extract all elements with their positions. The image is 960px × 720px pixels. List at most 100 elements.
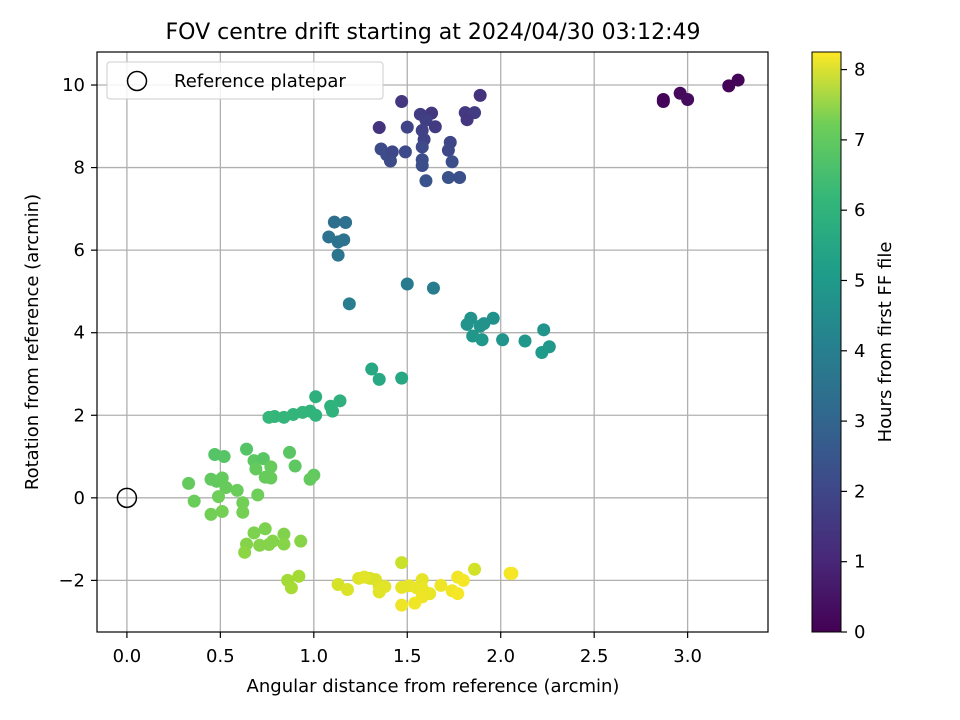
data-point <box>365 362 379 376</box>
data-point <box>340 582 354 596</box>
data-point <box>419 113 433 127</box>
data-point <box>294 534 308 548</box>
colorbar-tick-label: 1 <box>854 552 865 573</box>
data-point <box>395 95 409 109</box>
data-point <box>247 526 261 540</box>
x-tick-label: 3.0 <box>673 646 702 667</box>
data-point <box>331 248 345 262</box>
data-point <box>477 317 491 331</box>
data-point <box>415 140 429 154</box>
colorbar-tick-label: 6 <box>854 200 865 221</box>
y-axis-ticks: −2 0 2 4 6 8 10 <box>58 75 97 591</box>
data-point <box>262 410 276 424</box>
colorbar-tick-label: 8 <box>854 60 865 81</box>
data-point <box>473 88 487 102</box>
y-tick-label: 10 <box>62 75 85 96</box>
data-point <box>339 215 353 229</box>
data-point <box>277 410 291 424</box>
data-point <box>256 452 270 466</box>
data-point <box>238 545 252 559</box>
data-point <box>204 507 218 521</box>
data-point <box>284 581 298 595</box>
data-point <box>217 450 231 464</box>
data-point <box>722 79 736 93</box>
data-point <box>378 580 392 594</box>
data-point <box>398 145 412 159</box>
data-point <box>337 233 351 247</box>
colorbar-tick-label: 0 <box>854 622 865 643</box>
data-point <box>475 333 489 347</box>
legend-marker <box>126 70 148 92</box>
data-point <box>656 92 670 106</box>
reference-platepar-marker <box>116 487 138 509</box>
data-point <box>496 333 510 347</box>
data-point <box>426 281 440 295</box>
colorbar-gradient <box>811 51 842 633</box>
data-point <box>460 113 474 127</box>
data-point <box>236 496 250 510</box>
data-point <box>240 442 254 456</box>
legend-entry: Reference platepar <box>174 71 346 92</box>
colorbar-ticks: 0 1 2 3 4 5 6 7 8 <box>841 60 865 643</box>
data-point <box>415 573 429 587</box>
plot-area-frame <box>96 51 769 633</box>
data-point <box>258 522 272 536</box>
colorbar-tick-label: 7 <box>854 130 865 151</box>
data-point <box>236 505 250 519</box>
x-tick-label: 0.0 <box>113 646 142 667</box>
data-point <box>277 527 291 541</box>
data-point <box>264 460 278 474</box>
data-point <box>428 120 442 134</box>
x-tick-label: 2.0 <box>486 646 515 667</box>
x-tick-label: 1.5 <box>393 646 422 667</box>
data-point <box>383 154 397 168</box>
data-point <box>408 596 422 610</box>
data-point <box>253 538 267 552</box>
data-point <box>249 462 263 476</box>
data-point <box>434 578 448 592</box>
y-tick-label: −2 <box>58 570 85 591</box>
data-point <box>535 346 549 360</box>
data-point <box>372 121 386 135</box>
data-point <box>309 390 323 404</box>
data-point <box>518 334 532 348</box>
data-point <box>445 155 459 169</box>
colorbar: 0 1 2 3 4 5 6 7 8 Hours from first FF file <box>811 51 896 643</box>
y-tick-label: 0 <box>74 488 85 509</box>
y-tick-label: 8 <box>74 158 85 179</box>
data-point <box>415 159 429 173</box>
data-point <box>468 562 482 576</box>
colorbar-tick-label: 5 <box>854 270 865 291</box>
data-point <box>327 215 341 229</box>
data-point <box>219 481 233 495</box>
data-point <box>460 317 474 331</box>
colorbar-tick-label: 2 <box>854 481 865 502</box>
data-point <box>211 490 225 504</box>
data-point <box>230 483 244 497</box>
data-point <box>395 598 409 612</box>
colorbar-tick-label: 4 <box>854 341 865 362</box>
data-point <box>342 297 356 311</box>
legend-box <box>106 61 384 100</box>
data-point <box>303 472 317 486</box>
data-point <box>288 459 302 473</box>
data-point <box>357 570 371 584</box>
data-point <box>400 120 414 134</box>
data-point <box>456 573 470 587</box>
data-point <box>537 323 551 337</box>
data-point <box>395 556 409 570</box>
data-point <box>681 92 695 106</box>
data-point <box>326 404 340 418</box>
data-point <box>372 372 386 386</box>
data-point <box>283 445 297 459</box>
x-tick-label: 0.5 <box>206 646 235 667</box>
x-axis-label: Angular distance from reference (arcmin) <box>247 676 620 697</box>
y-tick-label: 2 <box>74 405 85 426</box>
grid-lines <box>97 52 768 632</box>
data-point <box>441 143 455 157</box>
legend: Reference platepar <box>106 61 384 100</box>
data-point <box>292 569 306 583</box>
x-tick-label: 2.5 <box>580 646 609 667</box>
data-point <box>451 587 465 601</box>
x-axis-ticks: 0.0 0.5 1.0 1.5 2.0 2.5 3.0 <box>113 632 702 667</box>
